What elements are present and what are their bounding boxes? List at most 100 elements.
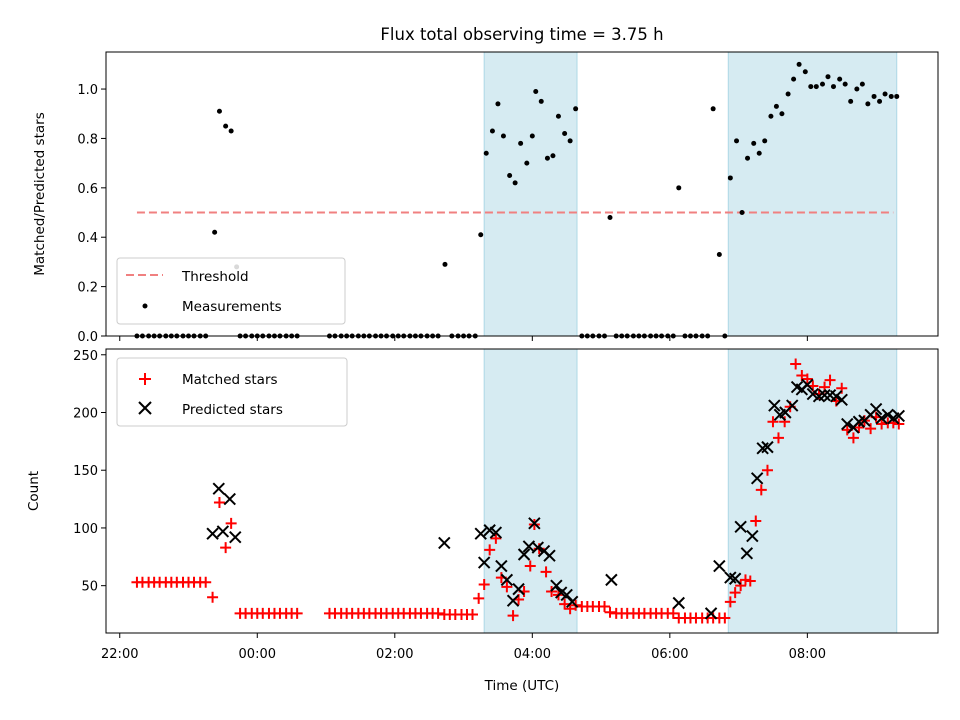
count-legend: Matched stars Predicted stars <box>116 357 348 427</box>
ratio-y-axis: 0.0 0.2 0.4 0.6 0.8 1.0 <box>77 83 106 345</box>
legend-label-threshold: Threshold <box>181 269 249 285</box>
ratio-axes-frame <box>105 51 939 337</box>
measurement-point <box>442 261 448 267</box>
y-tick-label: 0.4 <box>77 231 98 246</box>
x-tick-label: 06:00 <box>651 647 688 662</box>
measurement-point <box>562 130 568 136</box>
predicted-star-point <box>734 520 747 533</box>
matched-star-point <box>507 610 519 622</box>
count-x-axis: 22:00 00:00 02:00 04:00 06:00 08:00 <box>101 633 826 662</box>
matched-star-point <box>432 607 444 619</box>
matched-star-point <box>225 517 237 529</box>
measurement-point <box>882 91 888 97</box>
y-tick-label: 0.8 <box>77 132 98 147</box>
measurement-point <box>819 81 825 87</box>
predicted-star-point <box>605 573 618 587</box>
measurement-point <box>802 69 808 75</box>
ratio-shaded-bands <box>483 51 898 337</box>
matched-star-point <box>893 418 905 430</box>
predicted-star-point <box>869 402 883 416</box>
measurement-point <box>228 128 234 134</box>
measurement-point <box>830 84 836 90</box>
measurement-point <box>734 138 740 144</box>
matched-star-point <box>213 497 225 509</box>
measurement-point <box>529 133 535 139</box>
predicted-star-point <box>500 573 514 587</box>
predicted-star-point <box>704 607 718 620</box>
y-tick-label: 100 <box>73 522 98 537</box>
matched-star-point <box>744 575 756 587</box>
matched-star-point <box>501 581 513 593</box>
predicted-star-point <box>506 594 520 607</box>
measurement-point <box>676 185 682 191</box>
matched-star-point <box>735 580 747 592</box>
matched-star-point <box>865 423 877 435</box>
measurement-point <box>567 138 573 144</box>
predicted-star-point <box>477 556 491 569</box>
measurement-point <box>854 86 860 92</box>
matched-star-point <box>729 587 741 599</box>
matched-star-point <box>739 574 751 586</box>
predicted-star-point <box>528 517 541 530</box>
predicted-star-point <box>728 572 742 585</box>
predicted-star-point <box>881 408 895 422</box>
predicted-star-point <box>216 525 230 538</box>
ratio-y-axis-label: Matched/Predicted stars <box>32 112 48 275</box>
measurements-legend-swatch <box>142 303 148 309</box>
matched-star-point <box>207 591 219 603</box>
matched-star-point <box>755 484 767 496</box>
measurement-point <box>745 155 751 161</box>
y-tick-label: 50 <box>81 580 98 595</box>
measurement-point <box>859 81 865 87</box>
measurement-point <box>877 98 883 104</box>
predicted-star-point <box>550 579 563 592</box>
measurement-point <box>495 101 501 107</box>
measurement-point <box>842 81 848 87</box>
predicted-star-point <box>750 472 764 485</box>
chart-title: Flux total observing time = 3.75 h <box>380 25 663 44</box>
measurement-point <box>871 93 877 99</box>
measurement-point <box>550 153 556 159</box>
measurement-point <box>512 180 518 186</box>
predicted-star-point <box>672 596 685 610</box>
measurement-point <box>716 252 722 258</box>
matched-star-point <box>790 358 802 370</box>
observing-window-band <box>483 348 578 634</box>
predicted-star-point <box>841 417 854 431</box>
measurement-point <box>773 103 779 109</box>
matched-star-point <box>220 542 232 554</box>
measurement-point <box>837 76 843 82</box>
matched-star-point <box>796 370 808 382</box>
matched-star-point <box>724 596 736 608</box>
matched-star-point <box>667 607 679 619</box>
x-tick-label: 04:00 <box>514 647 551 662</box>
predicted-star-point <box>892 409 906 423</box>
matched-star-point <box>853 422 865 434</box>
predicted-star-point <box>438 536 451 550</box>
predicted-star-point <box>489 526 503 539</box>
matched-star-point <box>719 612 731 624</box>
observing-window-band <box>483 51 578 337</box>
measurement-point <box>762 138 768 144</box>
measurement-point <box>888 93 894 99</box>
measurement-point <box>751 140 757 146</box>
measurement-point <box>791 76 797 82</box>
ratio-panel: 0.0 0.2 0.4 0.6 0.8 1.0 Matched/Predicted sta… <box>32 51 939 345</box>
y-tick-label: 0.0 <box>77 330 98 345</box>
observing-window-band <box>727 51 898 337</box>
predicted-star-point <box>512 582 525 596</box>
y-tick-label: 1.0 <box>77 83 98 98</box>
predicted-star-point <box>517 548 531 561</box>
matched-star-point <box>466 609 478 621</box>
y-tick-label: 0.6 <box>77 182 98 197</box>
measurement-point <box>538 98 544 104</box>
matched-legend-swatch <box>139 373 151 385</box>
measurement-points <box>134 61 900 339</box>
predicted-star-point <box>565 595 579 609</box>
x-tick-label: 22:00 <box>101 647 138 662</box>
count-panel: 50 100 150 200 250 22:00 00:00 02:00 04:00 06:00… <box>26 348 939 694</box>
count-shaded-bands <box>483 348 898 634</box>
matched-star-point <box>473 592 485 604</box>
measurement-point <box>524 160 530 166</box>
